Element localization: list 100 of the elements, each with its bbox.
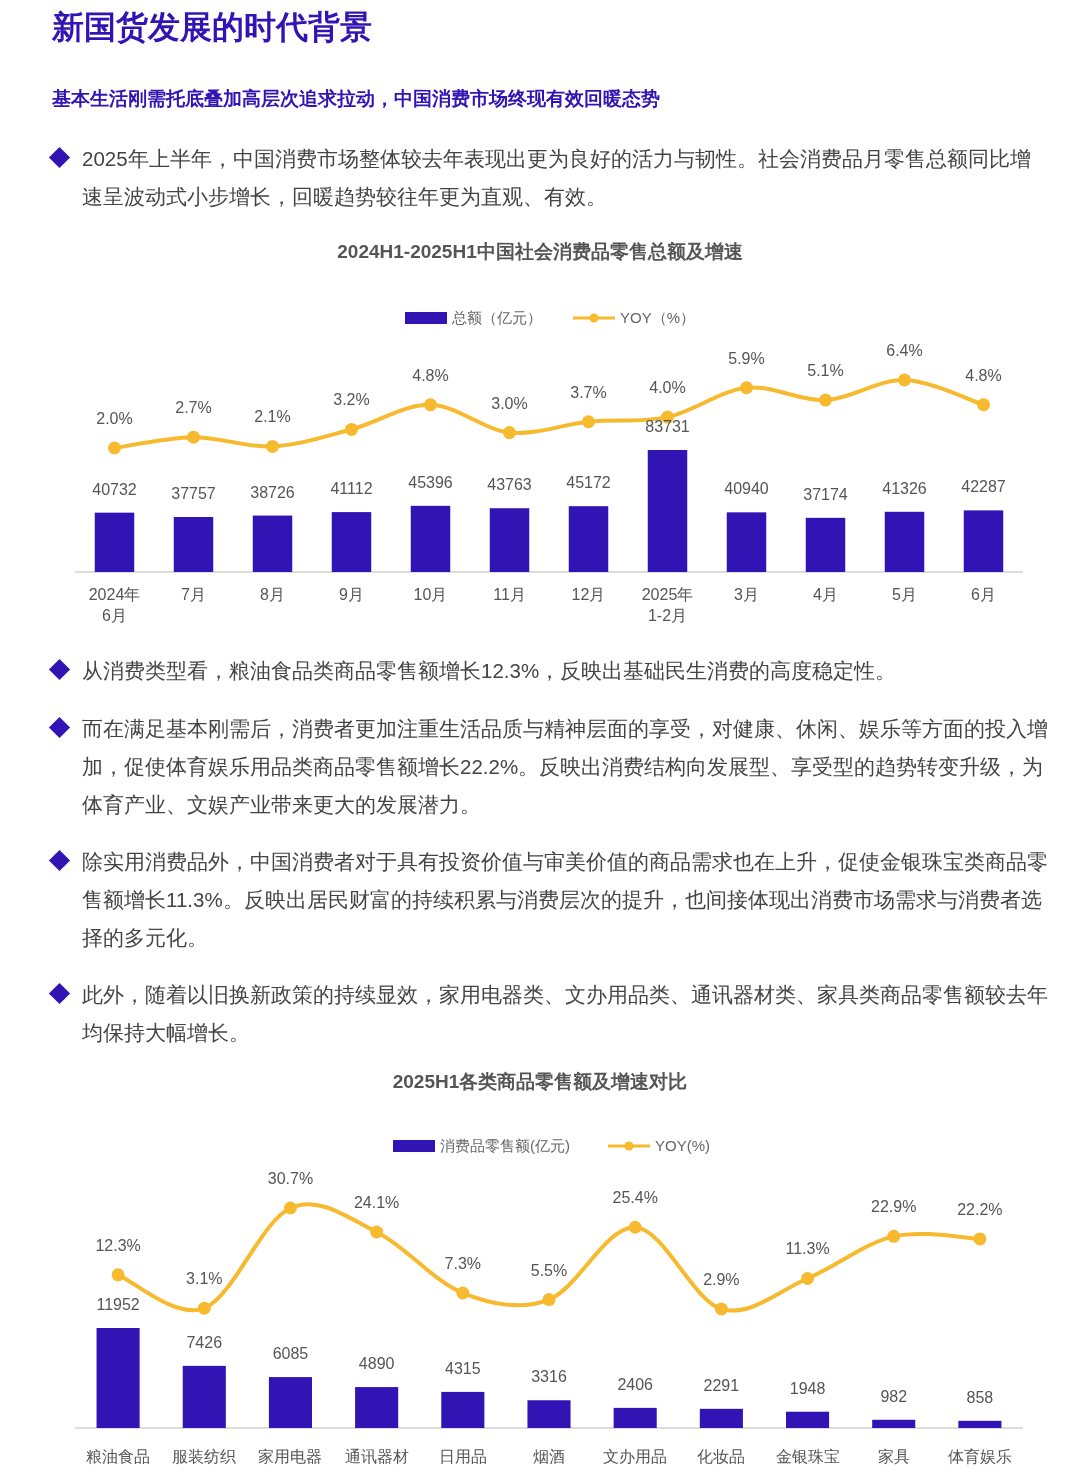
- point: [108, 441, 121, 455]
- data-label: 2.9%: [703, 1271, 740, 1288]
- data-label: 4315: [445, 1359, 481, 1377]
- bar: [173, 516, 214, 572]
- data-label: 982: [880, 1387, 908, 1405]
- bar: [726, 512, 767, 572]
- x-tick-label: 7月: [181, 586, 206, 603]
- data-label: 5.1%: [807, 362, 844, 380]
- point: [197, 1301, 211, 1315]
- text: 而在满足基本刚需后，消费者更加注重生活品质与精神层面的享受，对健康、休闲、娱乐等方面的投入增加，促使体育娱乐用品类商品零售额增长22.2%。反映出消费结构向发展型、享受型的趋势转变升级，为体育产业、文娱产业带来更大的发展潜力。: [82, 716, 1049, 818]
- bar: [786, 1411, 830, 1428]
- data-label: 2406: [617, 1375, 654, 1393]
- x-tick-label: 8月: [260, 586, 285, 603]
- data-label: 2291: [703, 1376, 740, 1394]
- point: [582, 415, 595, 429]
- bar: [805, 517, 846, 572]
- point: [714, 1302, 728, 1316]
- x-tick-label: 文办用品: [603, 1448, 668, 1465]
- data-label: 30.7%: [267, 1170, 314, 1187]
- point: [542, 1293, 556, 1307]
- point: [973, 1232, 987, 1246]
- data-label: 2.1%: [254, 408, 291, 426]
- data-label: 41326: [882, 479, 927, 497]
- x-tick-label: 服装纺织: [172, 1448, 237, 1465]
- x-tick-label: 日用品: [438, 1448, 487, 1465]
- x-tick-label: 金银珠宝: [775, 1448, 840, 1465]
- data-label: 22.2%: [957, 1200, 1003, 1218]
- bar: [268, 1377, 312, 1428]
- data-label: 3.0%: [491, 394, 528, 412]
- bar: [884, 511, 925, 572]
- point: [283, 1201, 297, 1215]
- legend-label: 消费品零售额(亿元): [440, 1137, 570, 1154]
- legend-label: YOY(%): [655, 1137, 711, 1154]
- data-label: 11952: [96, 1296, 140, 1313]
- data-label: 4.8%: [412, 366, 449, 384]
- data-label: 37757: [171, 484, 216, 502]
- data-label: 6.4%: [886, 342, 923, 359]
- point: [898, 373, 911, 387]
- data-label: 40732: [92, 480, 137, 498]
- point: [266, 439, 279, 453]
- bar: [872, 1419, 916, 1428]
- data-label: 4.8%: [965, 366, 1002, 384]
- data-label: 5.5%: [530, 1261, 568, 1279]
- text: 基本生活刚需托底叠加高层次追求拉动，中国消费市场终现有效回暖态势: [52, 87, 660, 111]
- bar: [410, 505, 451, 572]
- data-label: 4890: [358, 1355, 395, 1373]
- data-label: 7.3%: [444, 1255, 482, 1273]
- point: [887, 1229, 901, 1243]
- point: [424, 398, 437, 412]
- data-label: 2.0%: [96, 410, 133, 427]
- bar: [331, 512, 372, 572]
- data-label: 3316: [531, 1368, 567, 1386]
- x-tick-label: 2025年 1-2月: [641, 586, 694, 624]
- bar: [613, 1407, 657, 1428]
- point: [187, 430, 200, 444]
- x-tick-label: 12月: [571, 586, 606, 603]
- data-label: 12.3%: [95, 1236, 141, 1254]
- bar: [963, 510, 1004, 572]
- chart-title: 2024H1-2025H1中国社会消费品零售总额及增速: [337, 241, 743, 262]
- x-tick-label: 烟酒: [533, 1448, 565, 1465]
- data-label: 25.4%: [612, 1189, 658, 1207]
- text: 2025年上半年，中国消费市场整体较去年表现出更为良好的活力与韧性。社会消费品月零售总额同比增速呈波动式小步增长，回暖趋势较往年更为直观、有效。: [82, 146, 1032, 210]
- point: [977, 398, 990, 412]
- point: [503, 426, 516, 440]
- legend-label: 总额（亿元）: [451, 309, 542, 326]
- x-tick-label: 家具: [877, 1448, 910, 1465]
- x-tick-label: 粮油食品: [86, 1448, 151, 1465]
- point: [819, 393, 832, 407]
- bar: [527, 1400, 571, 1428]
- x-tick-label: 9月: [339, 586, 364, 603]
- point: [628, 1220, 642, 1234]
- bar: [252, 515, 293, 572]
- data-label: 4.0%: [649, 379, 686, 397]
- data-label: 37174: [803, 485, 848, 503]
- data-label: 38726: [250, 483, 295, 501]
- data-label: 11.3%: [785, 1240, 830, 1258]
- data-label: 7426: [186, 1333, 223, 1351]
- point: [111, 1268, 125, 1282]
- x-tick-label: 5月: [892, 586, 917, 603]
- x-tick-label: 10月: [413, 586, 448, 603]
- x-tick-label: 体育娱乐: [947, 1448, 1012, 1465]
- bar: [94, 512, 135, 572]
- bar: [489, 508, 530, 572]
- bar: [96, 1328, 140, 1428]
- data-label: 1948: [789, 1379, 826, 1397]
- data-label: 40940: [724, 480, 769, 498]
- x-tick-label: 家用电器: [258, 1448, 323, 1465]
- bar: [441, 1391, 485, 1428]
- data-label: 22.9%: [871, 1198, 917, 1216]
- text: 此外，随着以旧换新政策的持续显效，家用电器类、文办用品类、通讯器材类、家具类商品零售额较去年均保持大幅增长。: [82, 982, 1049, 1046]
- data-label: 24.1%: [353, 1193, 400, 1211]
- text: 除实用消费品外，中国消费者对于具有投资价值与审美价值的商品需求也在上升，促使金银珠宝类商品零售额增长11.3%。反映出居民财富的持续积累与消费层次的提升，也间接体现出消费市场需求与消费者选择的多元化。: [82, 849, 1049, 951]
- text: 从消费类型看，粮油食品类商品零售额增长12.3%，反映出基础民生消费的高度稳定性。: [82, 658, 898, 684]
- x-tick-label: 通讯器材: [344, 1448, 409, 1465]
- bar: [355, 1387, 399, 1428]
- data-label: 2.7%: [175, 399, 212, 417]
- chart-title: 2025H1各类商品零售额及增速对比: [392, 1071, 688, 1092]
- data-label: 45172: [566, 474, 611, 492]
- data-label: 3.7%: [570, 383, 607, 401]
- x-tick-label: 4月: [813, 586, 838, 603]
